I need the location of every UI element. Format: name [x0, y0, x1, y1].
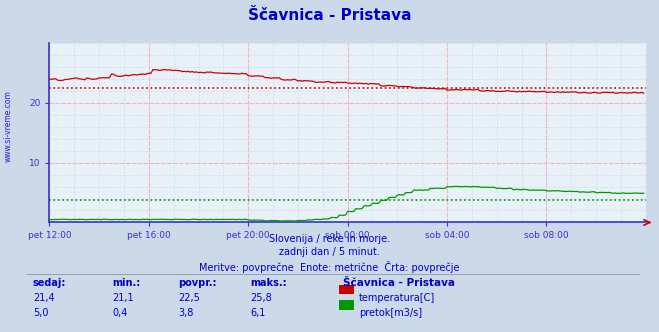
Text: 21,4: 21,4 [33, 293, 55, 303]
Text: Ščavnica - Pristava: Ščavnica - Pristava [343, 278, 455, 288]
Text: 6,1: 6,1 [250, 308, 266, 318]
Text: Slovenija / reke in morje.: Slovenija / reke in morje. [269, 234, 390, 244]
Text: 0,4: 0,4 [112, 308, 127, 318]
Text: 22,5: 22,5 [178, 293, 200, 303]
Text: Meritve: povprečne  Enote: metrične  Črta: povprečje: Meritve: povprečne Enote: metrične Črta:… [199, 261, 460, 273]
Text: 3,8: 3,8 [178, 308, 193, 318]
Text: zadnji dan / 5 minut.: zadnji dan / 5 minut. [279, 247, 380, 257]
Text: maks.:: maks.: [250, 278, 287, 288]
Text: 5,0: 5,0 [33, 308, 49, 318]
Text: sedaj:: sedaj: [33, 278, 67, 288]
Text: 25,8: 25,8 [250, 293, 272, 303]
Text: Ščavnica - Pristava: Ščavnica - Pristava [248, 8, 411, 23]
Text: www.si-vreme.com: www.si-vreme.com [3, 90, 13, 162]
Text: pretok[m3/s]: pretok[m3/s] [359, 308, 422, 318]
Text: min.:: min.: [112, 278, 140, 288]
Text: temperatura[C]: temperatura[C] [359, 293, 436, 303]
Text: povpr.:: povpr.: [178, 278, 216, 288]
Text: 21,1: 21,1 [112, 293, 134, 303]
